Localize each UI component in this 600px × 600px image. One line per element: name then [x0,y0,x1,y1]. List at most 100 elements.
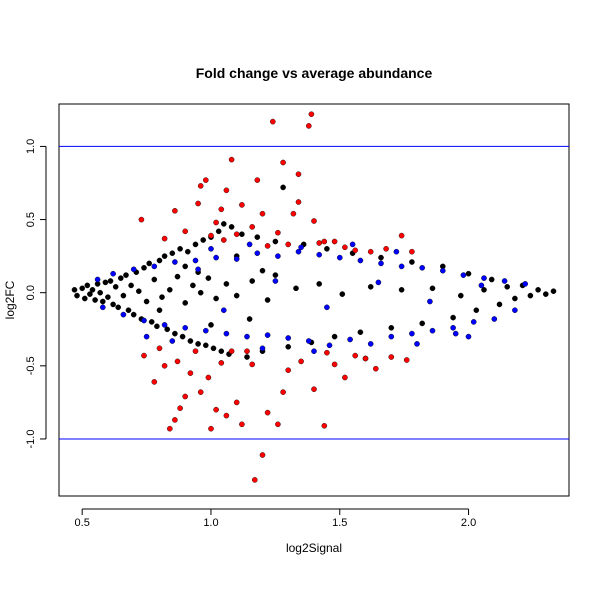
data-point-blue [246,241,253,248]
data-point-red [285,367,292,374]
data-point-red [228,156,235,163]
data-point-black [123,272,129,278]
data-point-blue [208,245,214,252]
data-point-black [210,345,217,352]
data-point-blue [481,275,487,281]
data-point-red [174,358,181,365]
data-point-red [202,177,209,183]
data-point-red [156,345,163,352]
data-point-black [264,297,271,303]
data-point-blue [427,298,433,305]
data-point-red [280,159,286,166]
data-point-blue [305,338,312,344]
data-point-red [233,231,240,237]
data-point-black [213,295,219,302]
data-point-red [239,421,245,428]
data-point-black [220,221,227,227]
data-point-red [362,355,369,362]
data-point-black [450,314,456,321]
data-point-black [120,292,127,299]
plot-frame [58,103,570,497]
data-point-red [138,216,145,223]
data-point-red [367,248,374,255]
data-point-red [244,348,250,355]
data-point-red [331,238,338,245]
data-point-black [79,285,85,292]
data-point-red [161,235,168,242]
data-point-black [205,275,212,281]
data-point-red [223,187,230,194]
data-point-black [504,283,511,290]
data-point-black [192,241,199,248]
data-point-black [141,264,147,271]
data-point-blue [141,317,147,324]
data-point-black [164,326,170,333]
chart-title: Fold change vs average abundance [196,65,433,81]
data-point-blue [130,266,137,273]
data-point-black [285,343,292,350]
x-axis: 0.5 1.0 1.5 2.0 [75,508,476,529]
data-point-black [89,286,96,293]
data-point-blue [336,254,343,261]
data-point-blue [378,260,384,267]
data-point-blue [295,248,302,255]
data-point-blue [311,348,317,355]
data-point-black [339,291,346,297]
data-point-red [239,202,245,208]
data-point-black [97,289,103,296]
data-point-black [481,286,487,293]
data-point-blue [347,336,353,343]
data-point-red [403,357,410,363]
data-point-red [295,199,302,205]
data-point-blue [202,327,209,334]
data-point-black [246,316,253,322]
data-point-blue [213,254,219,261]
y-axis: -1.0 -0.5 0.0 0.5 1.0 [25,139,47,448]
data-point-black [148,319,155,325]
data-point-black [107,278,114,284]
points-layer [71,111,557,483]
data-point-red [372,365,379,372]
data-point-black [135,288,142,295]
data-point-blue [429,327,436,334]
data-point-blue [192,257,199,264]
reference-lines [59,145,569,440]
data-point-red [218,206,225,213]
data-point-blue [393,248,400,255]
data-point-black [233,292,240,299]
data-point-black [535,286,541,293]
data-point-blue [409,330,415,337]
data-point-blue [94,276,101,283]
data-point-black [182,263,188,270]
y-axis-title: log2FC [3,280,17,319]
data-point-black [184,248,191,255]
data-point-blue [316,251,323,258]
data-point-blue [151,263,158,270]
data-point-black [357,329,364,336]
data-point-red [166,425,173,432]
data-point-black [527,292,534,299]
data-point-blue [326,342,333,349]
data-point-black [272,272,279,278]
data-point-red [218,360,225,366]
data-point-black [166,286,173,293]
data-point-red [295,171,302,177]
data-point-black [496,301,503,308]
data-point-black [223,281,230,287]
data-point-red [352,352,359,359]
data-point-black [272,238,279,245]
data-point-blue [169,338,176,344]
data-point-red [311,218,317,224]
data-point-blue [195,266,201,273]
data-point-red [388,354,395,360]
data-point-red [280,389,286,395]
data-point-blue [161,322,168,328]
data-point-blue [501,278,508,284]
data-point-blue [419,264,426,271]
data-point-black [550,288,557,295]
data-point-black [102,279,109,286]
data-point-black [172,330,178,337]
data-point-red [197,183,204,189]
data-point-black [179,333,186,340]
data-point-black [125,307,132,314]
